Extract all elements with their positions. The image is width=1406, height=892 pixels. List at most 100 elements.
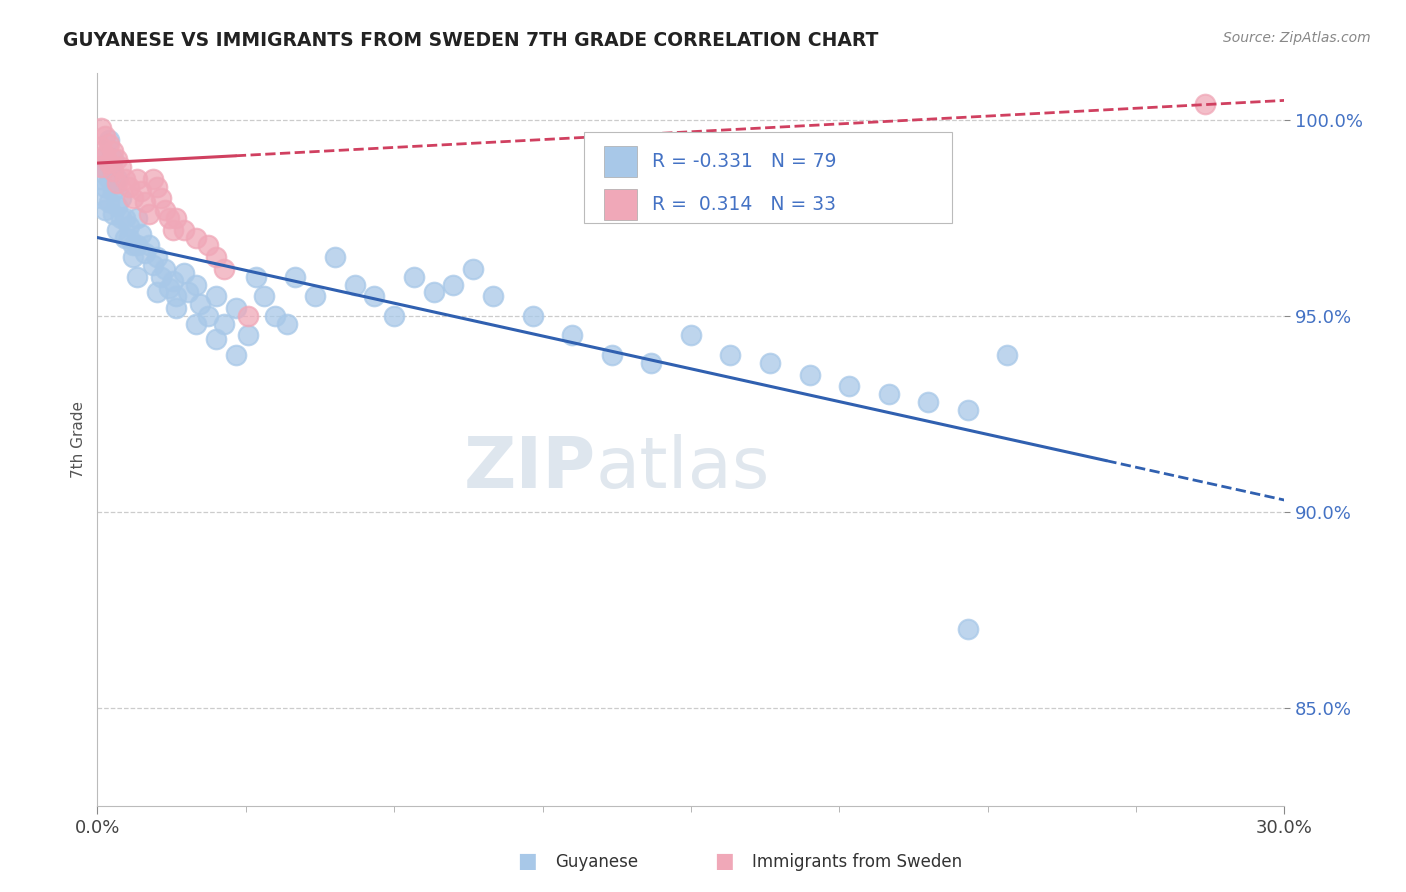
Point (162, 223, 184, 237)
Point (129, 184, 152, 198)
Point (720, 348, 742, 362)
Point (153, 203, 176, 218)
Point (98, 171, 121, 186)
Point (225, 301, 247, 315)
Point (105, 171, 128, 186)
Point (105, 152, 128, 166)
Point (122, 191, 145, 205)
Point (90, 120, 112, 135)
Point (101, 207, 124, 221)
Point (205, 333, 228, 347)
Point (173, 223, 195, 237)
Point (122, 250, 145, 264)
Text: ■: ■ (517, 851, 537, 871)
Point (94, 160, 117, 174)
Point (94, 148, 117, 162)
Point (125, 171, 148, 186)
Point (90, 152, 112, 166)
Point (382, 309, 405, 323)
Point (443, 277, 465, 292)
Point (114, 211, 136, 225)
Point (114, 230, 136, 244)
Bar (605, 146, 637, 177)
Point (799, 368, 821, 382)
Point (186, 317, 208, 331)
Point (90, 191, 112, 205)
Point (522, 309, 544, 323)
Point (105, 176, 128, 190)
Point (482, 289, 505, 303)
Point (125, 211, 148, 225)
Point (134, 246, 156, 260)
Point (94, 128, 117, 143)
Point (138, 238, 160, 252)
Point (145, 285, 167, 300)
Point (166, 301, 188, 315)
Point (236, 328, 259, 343)
Point (877, 387, 900, 401)
Point (94, 203, 117, 218)
Point (101, 152, 124, 166)
Text: GUYANESE VS IMMIGRANTS FROM SWEDEN 7TH GRADE CORRELATION CHART: GUYANESE VS IMMIGRANTS FROM SWEDEN 7TH G… (63, 31, 879, 50)
Point (105, 223, 128, 237)
Point (236, 309, 259, 323)
Text: R =  0.314   N = 33: R = 0.314 N = 33 (652, 194, 835, 213)
Point (225, 348, 247, 362)
Point (118, 219, 141, 233)
Point (186, 230, 208, 244)
Point (149, 269, 172, 284)
Point (142, 258, 165, 272)
Point (679, 328, 702, 343)
Point (197, 238, 219, 252)
Point (101, 145, 124, 159)
Point (188, 297, 211, 311)
Point (177, 285, 200, 300)
Point (264, 309, 287, 323)
Point (173, 266, 195, 280)
Point (153, 261, 176, 276)
Point (463, 261, 485, 276)
Point (145, 250, 167, 264)
Point (166, 211, 188, 225)
Text: ZIP: ZIP (464, 434, 596, 503)
Point (1194, 97, 1216, 112)
Point (759, 356, 782, 370)
Point (212, 317, 235, 331)
Point (402, 269, 425, 284)
Point (125, 238, 148, 252)
Text: ■: ■ (714, 851, 734, 871)
Point (98, 136, 121, 151)
Point (94, 179, 117, 194)
Point (90, 171, 112, 186)
Point (838, 379, 860, 393)
Point (122, 238, 145, 252)
Point (284, 269, 307, 284)
Text: atlas: atlas (596, 434, 770, 503)
Point (142, 171, 165, 186)
Point (125, 269, 148, 284)
Point (157, 281, 180, 295)
Point (114, 171, 136, 186)
Point (956, 623, 979, 637)
Point (304, 289, 326, 303)
Point (252, 289, 274, 303)
Text: Guyanese: Guyanese (555, 853, 638, 871)
Text: Immigrants from Sweden: Immigrants from Sweden (752, 853, 962, 871)
Point (276, 317, 298, 331)
Point (197, 309, 219, 323)
Point (105, 199, 128, 213)
Point (129, 227, 152, 241)
Point (118, 179, 141, 194)
Point (205, 289, 228, 303)
Y-axis label: 7th Grade: 7th Grade (72, 401, 86, 478)
Point (90, 160, 112, 174)
Point (186, 277, 208, 292)
Point (110, 160, 132, 174)
Point (98, 156, 121, 170)
Point (98, 195, 121, 210)
Point (134, 195, 156, 210)
Point (212, 261, 235, 276)
Point (561, 328, 583, 343)
Point (997, 348, 1019, 362)
Point (323, 250, 346, 264)
